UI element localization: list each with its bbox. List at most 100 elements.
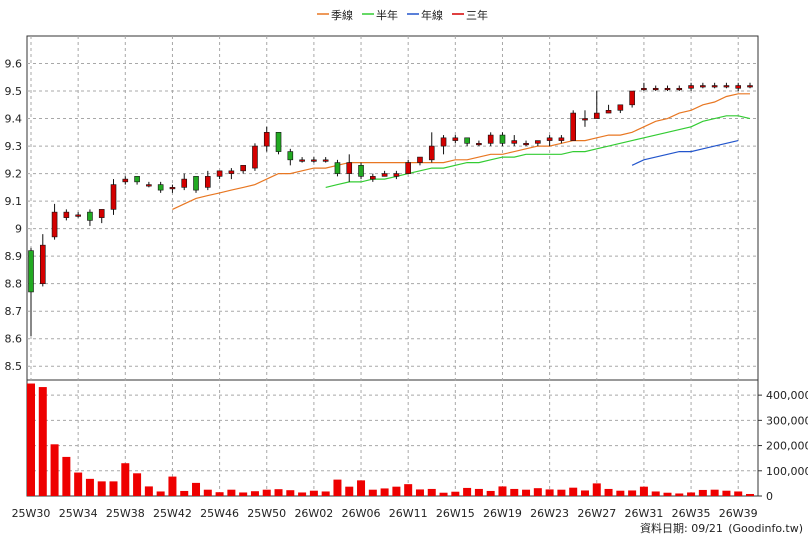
candle-up: [205, 176, 211, 188]
volume-bar: [722, 490, 731, 496]
volume-bar: [298, 492, 307, 496]
candle-up: [417, 156, 423, 163]
year-ma-line: [631, 140, 739, 166]
volume-bar: [415, 489, 424, 496]
volume-bar: [121, 463, 130, 496]
volume-bar: [156, 491, 165, 496]
candle-up: [629, 90, 635, 106]
volume-bar: [50, 444, 59, 496]
candle-down: [287, 151, 294, 161]
moving-average-lines: [172, 93, 751, 210]
candle-up: [570, 112, 576, 141]
volume-bar: [192, 482, 201, 496]
candle-up: [322, 159, 329, 162]
candle-up: [63, 211, 70, 218]
price-grid: [26, 35, 759, 497]
candle-up: [428, 145, 435, 161]
week-tick-label: 25W46: [200, 507, 239, 520]
volume-bar: [321, 491, 330, 496]
volume-bar: [239, 492, 248, 496]
candle-up: [216, 170, 223, 177]
candle-up: [39, 244, 46, 284]
candle-up: [122, 178, 129, 183]
quarter-ma-line: [172, 93, 750, 210]
candle-up: [346, 162, 353, 174]
price-tick-label: 8.6: [5, 333, 23, 346]
candle-down: [157, 184, 164, 191]
volume-bar: [333, 479, 342, 496]
volume-bar: [569, 487, 578, 496]
candle-down: [87, 211, 93, 221]
week-tick-label: 26W02: [294, 507, 333, 520]
volume-bar: [309, 490, 318, 496]
volume-bar: [168, 476, 177, 496]
candle-up: [311, 159, 317, 162]
volume-tick-label: 0: [766, 490, 773, 503]
week-tick-label: 26W11: [389, 507, 428, 520]
candle-up: [405, 162, 411, 174]
source-label: (Goodinfo.tw): [728, 522, 803, 535]
legend: 季線 半年 年線 三年: [317, 8, 488, 22]
volume-bar: [392, 486, 401, 496]
volume-bar: [746, 493, 754, 496]
volume-bar: [545, 489, 554, 496]
candle-up: [641, 87, 647, 91]
candle-up: [240, 165, 246, 172]
candle-up: [181, 178, 188, 188]
volume-bar: [227, 489, 236, 496]
volume-bar: [522, 489, 531, 496]
volume-bar: [380, 488, 389, 496]
candle-down: [499, 134, 506, 144]
candle-up: [263, 132, 270, 147]
candle-up: [582, 118, 588, 121]
volume-bar: [710, 489, 719, 496]
volume-bar: [357, 480, 366, 496]
candle-up: [711, 85, 718, 88]
candle-up: [393, 173, 400, 177]
candle-up: [440, 137, 447, 147]
week-tick-label: 25W30: [12, 507, 51, 520]
volume-bar: [592, 483, 601, 496]
week-axis-labels: 25W30 25W34 25W38 25W42 25W46 25W50 26W02 26W06…: [12, 507, 758, 520]
candle-up: [146, 184, 152, 187]
candle-up: [735, 85, 742, 89]
candle-up: [747, 85, 753, 88]
volume-bar: [27, 383, 35, 496]
candle-up: [252, 145, 258, 169]
candle-up: [558, 137, 565, 141]
volume-bar: [698, 489, 707, 496]
volume-bar: [97, 481, 106, 496]
volume-bar: [675, 493, 684, 496]
week-tick-label: 25W34: [59, 507, 98, 520]
week-tick-label: 26W35: [672, 507, 711, 520]
candle-up: [75, 214, 81, 217]
volume-tick-label: 200,000: [766, 440, 808, 453]
volume-bars: [27, 383, 754, 496]
volume-bar: [510, 488, 519, 496]
candle-up: [381, 173, 388, 177]
candle-up: [452, 137, 459, 141]
volume-bar: [180, 490, 189, 496]
candle-up: [652, 87, 659, 91]
candle-down: [334, 162, 341, 174]
volume-bar: [85, 478, 94, 496]
price-tick-label: 9.2: [5, 168, 23, 181]
price-tick-label: 9.6: [5, 58, 23, 71]
volume-bar: [144, 486, 153, 496]
week-tick-label: 26W31: [624, 507, 663, 520]
candle-up: [605, 110, 612, 114]
price-tick-label: 9: [15, 223, 22, 236]
volume-bar: [215, 492, 224, 496]
volume-axis-labels: 0 100,000 200,000 300,000 400,000: [766, 389, 808, 503]
volume-bar: [109, 481, 118, 496]
price-tick-label: 9.3: [5, 140, 23, 153]
price-tick-label: 8.7: [5, 305, 23, 318]
price-tick-label: 9.4: [5, 113, 23, 126]
legend-label: 年線: [421, 8, 443, 22]
legend-label: 季線: [331, 8, 353, 22]
week-tick-label: 25W38: [106, 507, 145, 520]
volume-bar: [734, 491, 743, 496]
candle-down: [464, 137, 470, 144]
volume-bar: [557, 489, 566, 496]
